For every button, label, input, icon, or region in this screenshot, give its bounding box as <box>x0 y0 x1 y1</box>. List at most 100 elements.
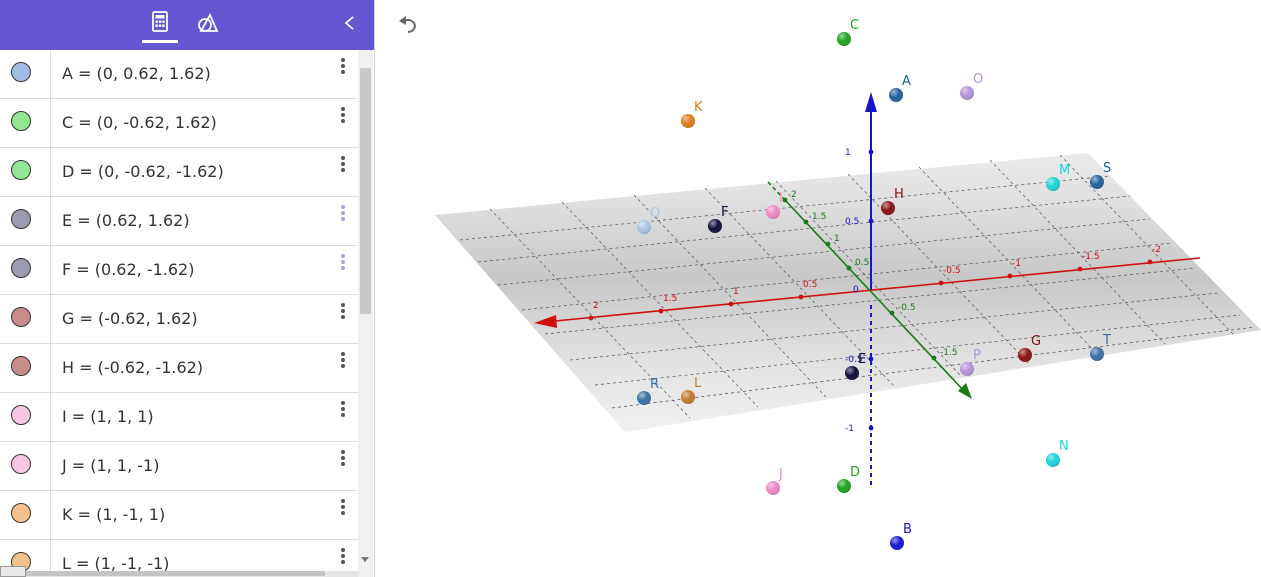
keyboard-icon[interactable] <box>0 566 26 577</box>
point-m[interactable]: M <box>1046 163 1070 191</box>
visibility-toggle[interactable] <box>11 62 31 82</box>
visibility-toggle[interactable] <box>11 454 31 474</box>
point-label: A <box>902 74 911 89</box>
more-options-icon[interactable] <box>334 154 352 178</box>
algebra-expression[interactable]: K = (1, -1, 1) <box>62 505 166 524</box>
more-options-icon[interactable] <box>334 546 352 570</box>
grid-line <box>569 292 1219 361</box>
scrollbar-thumb[interactable] <box>360 68 371 314</box>
algebra-expression[interactable]: A = (0, 0.62, 1.62) <box>62 64 211 83</box>
more-options-icon[interactable] <box>334 56 352 80</box>
point-shading <box>1018 348 1032 362</box>
horizontal-scrollbar-thumb[interactable] <box>0 571 325 576</box>
visibility-cell <box>0 295 51 343</box>
tab-algebra[interactable] <box>142 8 178 42</box>
point-l[interactable]: L <box>681 376 702 404</box>
list-item[interactable]: C = (0, -0.62, 1.62) <box>0 99 358 148</box>
more-options-icon[interactable] <box>334 350 352 374</box>
algebra-expression[interactable]: E = (0.62, 1.62) <box>62 211 190 230</box>
visibility-toggle[interactable] <box>11 209 31 229</box>
more-options-icon[interactable] <box>334 203 352 227</box>
point-shading <box>960 362 974 376</box>
visibility-toggle[interactable] <box>11 405 31 425</box>
point-shading <box>1090 347 1104 361</box>
visibility-toggle[interactable] <box>11 111 31 131</box>
point-shading <box>708 219 722 233</box>
more-options-icon[interactable] <box>334 252 352 276</box>
list-item[interactable]: J = (1, 1, -1) <box>0 442 358 491</box>
algebra-expression[interactable]: F = (0.62, -1.62) <box>62 260 195 279</box>
point-t[interactable]: T <box>1090 333 1111 361</box>
list-item[interactable]: D = (0, -0.62, -1.62) <box>0 148 358 197</box>
algebra-expression[interactable]: H = (-0.62, -1.62) <box>62 358 204 377</box>
visibility-toggle[interactable] <box>11 258 31 278</box>
point-r[interactable]: R <box>637 377 659 405</box>
algebra-expression[interactable]: G = (-0.62, 1.62) <box>62 309 198 328</box>
menu-dot <box>341 499 345 503</box>
point-shading <box>637 391 651 405</box>
axis-tick <box>1007 273 1013 279</box>
axis-tick <box>588 315 594 321</box>
point-label: C <box>850 18 859 33</box>
graphics-3d-view[interactable]: 2 1.5 1 0.5 -0.5 -1 -1.5 -2 2 1.5 1 0.5 -0.5 -1.5 1 0.5… <box>375 0 1261 577</box>
list-item[interactable]: F = (0.62, -1.62) <box>0 246 358 295</box>
point-i[interactable]: I <box>766 191 783 219</box>
menu-dot <box>341 168 345 172</box>
point-n[interactable]: N <box>1046 439 1069 467</box>
algebra-expression[interactable]: J = (1, 1, -1) <box>62 456 160 475</box>
points[interactable]: C A O K M S H F Q I G T P E R L N J D B <box>637 18 1111 550</box>
point-o[interactable]: O <box>960 72 983 100</box>
point-a[interactable]: A <box>889 74 911 102</box>
point-label: D <box>850 465 860 480</box>
axis-tick-label: -2 <box>1152 245 1161 255</box>
algebra-expression[interactable]: D = (0, -0.62, -1.62) <box>62 162 224 181</box>
point-j[interactable]: J <box>766 467 783 495</box>
more-options-icon[interactable] <box>334 399 352 423</box>
grid-line <box>633 194 827 398</box>
x-axis <box>544 257 1201 323</box>
visibility-toggle[interactable] <box>11 307 31 327</box>
point-q[interactable]: Q <box>637 206 660 234</box>
point-e[interactable]: E <box>845 352 866 380</box>
scroll-down-arrow[interactable] <box>361 557 369 562</box>
list-item[interactable]: G = (-0.62, 1.62) <box>0 295 358 344</box>
algebra-expression[interactable]: I = (1, 1, 1) <box>62 407 154 426</box>
point-s[interactable]: S <box>1090 161 1111 189</box>
undo-button[interactable] <box>396 12 424 36</box>
algebra-expression[interactable]: C = (0, -0.62, 1.62) <box>62 113 217 132</box>
more-options-icon[interactable] <box>334 105 352 129</box>
more-options-icon[interactable] <box>334 301 352 325</box>
list-item[interactable]: K = (1, -1, 1) <box>0 491 358 540</box>
algebra-expression[interactable]: L = (1, -1, -1) <box>62 554 170 573</box>
horizontal-scrollbar[interactable] <box>0 571 358 577</box>
point-label: E <box>858 352 866 367</box>
tab-tools[interactable] <box>190 8 226 42</box>
point-p[interactable]: P <box>960 348 981 376</box>
origin-label: 0 <box>853 285 859 295</box>
visibility-toggle[interactable] <box>11 503 31 523</box>
point-g[interactable]: G <box>1018 334 1041 362</box>
point-c[interactable]: C <box>837 18 859 46</box>
more-options-icon[interactable] <box>334 497 352 521</box>
vertical-scrollbar[interactable] <box>358 50 373 577</box>
menu-dot <box>341 554 345 558</box>
list-item[interactable]: A = (0, 0.62, 1.62) <box>0 50 358 99</box>
point-h[interactable]: H <box>881 187 904 215</box>
point-shading <box>845 366 859 380</box>
point-k[interactable]: K <box>681 100 703 128</box>
y-axis-arrow <box>958 383 972 399</box>
list-item[interactable]: E = (0.62, 1.62) <box>0 197 358 246</box>
list-item[interactable]: H = (-0.62, -1.62) <box>0 344 358 393</box>
collapse-panel-button[interactable] <box>338 12 362 36</box>
point-d[interactable]: D <box>837 465 860 493</box>
grid-line <box>918 166 1099 356</box>
visibility-toggle[interactable] <box>11 356 31 376</box>
point-f[interactable]: F <box>708 205 728 233</box>
point-b[interactable]: B <box>890 522 912 550</box>
more-options-icon[interactable] <box>334 448 352 472</box>
axis-tick-label: 1.5 <box>663 294 677 304</box>
menu-dot <box>341 309 345 313</box>
list-item[interactable]: I = (1, 1, 1) <box>0 393 358 442</box>
point-shading <box>890 536 904 550</box>
visibility-toggle[interactable] <box>11 160 31 180</box>
